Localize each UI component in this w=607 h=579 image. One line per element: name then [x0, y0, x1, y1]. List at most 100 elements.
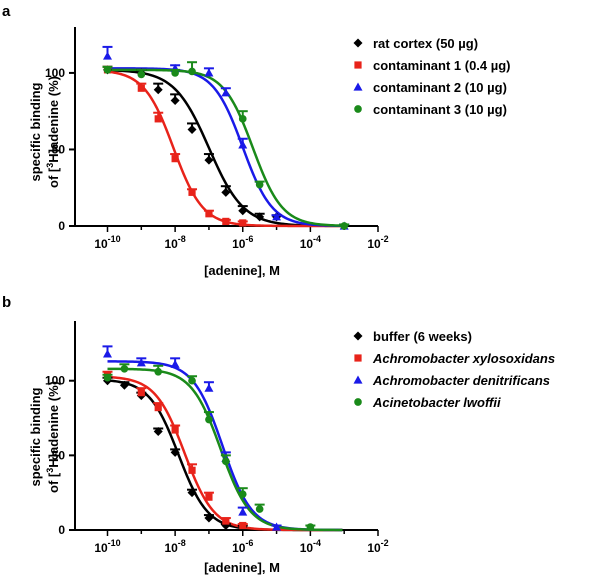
data-point [154, 115, 162, 123]
data-point [153, 426, 163, 436]
data-point [221, 88, 231, 97]
legend-label: buffer (6 weeks) [373, 329, 472, 344]
panel-b-ylabel-line2: of [3H]adenine (%) [45, 381, 61, 493]
panel-a-xlabel: [adenine], M [204, 263, 280, 278]
data-point [188, 376, 196, 385]
data-point [204, 383, 214, 392]
data-point [103, 349, 112, 358]
data-point [255, 180, 264, 189]
x-tick-label: 10-6 [232, 538, 253, 555]
data-point [353, 82, 363, 91]
data-point [255, 505, 264, 513]
x-tick-label: 10-4 [300, 234, 321, 251]
panel-b-xlabel: [adenine], M [204, 560, 280, 575]
data-point [238, 206, 248, 216]
x-tick-label: 10-4 [300, 538, 321, 555]
data-point [354, 105, 362, 113]
fit-curve [107, 67, 343, 228]
legend-label: Achromobacter denitrificans [372, 373, 550, 388]
data-point [188, 67, 196, 76]
data-point [120, 364, 129, 373]
data-point [238, 115, 247, 123]
data-point [188, 188, 196, 196]
data-point [171, 426, 179, 434]
panel-b-curves [107, 360, 343, 532]
legend-label: contaminant 3 (10 µg) [373, 102, 507, 117]
x-tick-label: 10-2 [367, 538, 388, 555]
data-point [272, 212, 282, 221]
panel-a-ylabel-line1: specific binding [28, 82, 43, 181]
panel-b-label: b [2, 294, 11, 311]
y-tick-label: 100 [45, 374, 65, 388]
panel-a-legend: rat cortex (50 µg) contaminant 1 (0.4 µg)… [353, 36, 511, 117]
data-point [103, 51, 112, 60]
data-point [239, 521, 247, 530]
x-tick-label: 10-10 [94, 538, 120, 555]
y-tick-label: 50 [52, 142, 66, 156]
data-point [103, 66, 112, 74]
y-tick-label: 0 [58, 219, 65, 233]
legend-label: contaminant 1 (0.4 µg) [373, 58, 511, 73]
data-point [170, 95, 180, 105]
data-point [187, 125, 197, 135]
data-point [154, 403, 162, 412]
legend-label: contaminant 2 (10 µg) [373, 80, 507, 95]
data-point [354, 354, 362, 362]
data-point [221, 187, 231, 197]
panel-b-legend: buffer (6 weeks) Achromobacter xylosoxida… [353, 329, 555, 410]
data-point [170, 447, 180, 457]
data-point [170, 359, 180, 368]
data-point [153, 85, 163, 95]
x-tick-label: 10-10 [94, 234, 120, 251]
data-point [137, 70, 146, 79]
data-point [205, 415, 213, 424]
x-tick-label: 10-6 [232, 234, 253, 251]
legend-label: Acinetobacter lwoffii [372, 395, 501, 410]
data-point [354, 398, 362, 406]
data-point [204, 155, 214, 165]
data-point [187, 488, 197, 498]
data-point [136, 358, 146, 367]
data-point [238, 490, 247, 498]
y-tick-label: 0 [58, 523, 65, 537]
y-tick-label: 50 [52, 448, 66, 462]
data-point [238, 140, 248, 149]
panel-a-axes: 0 50 100 10-10 10-8 10-6 10-4 10-2 [45, 27, 389, 251]
data-point [272, 522, 282, 531]
data-point [204, 68, 214, 77]
data-point [239, 219, 247, 227]
panel-a-ylabel-line2: of [3H]adenine (%) [45, 76, 61, 188]
data-point [354, 61, 362, 69]
data-point [119, 380, 129, 390]
panel-b-ylabel-line1: specific binding [28, 387, 43, 486]
data-point [238, 507, 248, 516]
panel-b: b specific binding of [3H]adenine (%) [a… [2, 294, 555, 575]
x-tick-label: 10-8 [164, 234, 185, 251]
data-point [353, 375, 363, 384]
legend-label: Achromobacter xylosoxidans [372, 351, 555, 366]
data-point [154, 367, 163, 376]
data-point [222, 457, 230, 466]
data-point [353, 38, 363, 48]
data-point [222, 217, 230, 226]
data-point [103, 373, 112, 382]
data-point [171, 69, 179, 77]
panel-a-label: a [2, 3, 11, 20]
data-point [205, 210, 213, 218]
legend-label: rat cortex (50 µg) [373, 36, 478, 51]
data-point [255, 212, 265, 222]
data-point [204, 513, 214, 523]
data-point [205, 493, 213, 501]
panel-b-points [102, 345, 316, 532]
data-point [188, 466, 196, 474]
fit-curve [107, 360, 343, 532]
x-tick-label: 10-2 [367, 234, 388, 251]
y-tick-label: 100 [45, 66, 65, 80]
data-point [171, 155, 179, 163]
panel-a: a specific binding of [3H]adenine (%) [a… [2, 3, 511, 278]
data-point [137, 389, 145, 397]
x-tick-label: 10-8 [164, 538, 185, 555]
data-point [306, 523, 315, 531]
data-point [353, 331, 363, 341]
